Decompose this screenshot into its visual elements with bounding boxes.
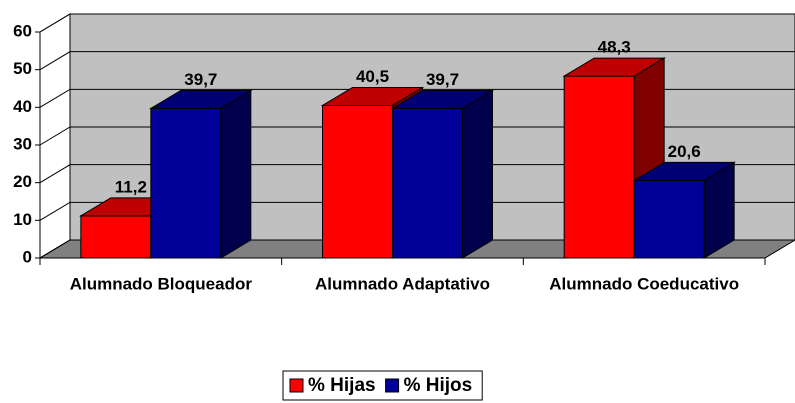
value-label: 40,5 [356,67,389,86]
legend-swatch [385,378,400,393]
bar-front [563,75,635,259]
bar-front [392,107,463,259]
legend-label: % Hijas [308,375,376,396]
grid-line [39,164,795,184]
bar-front [80,215,152,259]
y-tick-label: 0 [23,247,32,266]
y-tick-label: 30 [13,134,32,153]
y-tick-label: 20 [13,172,32,191]
grid-line [39,88,795,108]
value-label: 20,6 [668,142,701,161]
bar-front [322,104,393,259]
value-label: 11,2 [115,177,147,196]
y-tick-label: 40 [13,97,32,116]
bar-side [220,89,252,259]
grid-line [39,239,795,259]
grid-line [39,126,795,146]
x-tick-label: Alumnado Adaptativo [315,274,490,293]
bar-side [703,161,735,259]
grid-line [39,51,795,71]
x-tick-label: Alumnado Bloqueador [70,274,253,293]
value-label: 48,3 [598,38,631,57]
value-label: 39,7 [184,70,217,89]
legend [282,370,483,401]
grid-line [39,13,795,33]
grid-line [39,201,795,221]
legend-label: % Hijos [404,375,473,396]
y-tick-label: 60 [13,21,32,40]
legend-swatch [289,378,304,393]
bar-front [633,179,705,259]
y-tick-label: 10 [13,210,32,229]
bar-side [462,89,493,259]
value-label: 39,7 [426,70,459,89]
x-tick-label: Alumnado Coeducativo [549,274,739,293]
bar-front [150,107,222,259]
y-tick-label: 50 [13,59,32,78]
